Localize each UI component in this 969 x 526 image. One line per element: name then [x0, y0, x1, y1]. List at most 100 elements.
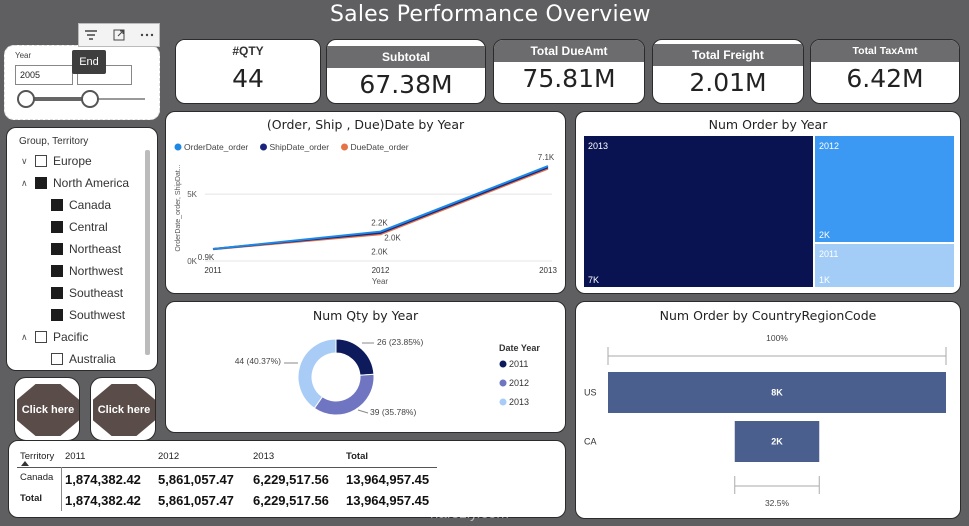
y-tick-label: 0K: [187, 257, 197, 266]
series-line: [212, 167, 549, 251]
column-header[interactable]: 2013: [253, 451, 275, 462]
chart-title: Num Qty by Year: [312, 308, 419, 323]
tree-item-label: Pacific: [53, 330, 89, 344]
checkbox[interactable]: [51, 287, 63, 299]
legend-label: DueDate_order: [351, 142, 409, 152]
column-header[interactable]: 2011: [65, 451, 86, 462]
tile-label: 2013: [588, 141, 609, 151]
kpi-value: 6.42M: [846, 64, 924, 93]
legend-title: Date Year: [499, 343, 540, 353]
data-label: 0.9K: [198, 253, 215, 262]
treemap-tile[interactable]: 2012 2K: [815, 136, 954, 242]
legend-label: 2013: [509, 397, 529, 407]
treemap-tile[interactable]: 2011 1K: [815, 244, 954, 287]
checkbox[interactable]: [51, 199, 63, 211]
donut-slice[interactable]: [297, 338, 337, 409]
chevron-up-icon[interactable]: ∧: [21, 177, 28, 188]
treemap: 2013 7K 2012 2K 2011 1K: [584, 136, 954, 287]
tile-value: 7K: [588, 275, 600, 285]
checkbox[interactable]: [51, 221, 63, 233]
checkbox[interactable]: [35, 177, 47, 189]
chevron-up-icon[interactable]: ∧: [21, 331, 28, 342]
kpi-label: #QTY: [176, 40, 320, 62]
sort-arrow-icon[interactable]: [21, 461, 29, 466]
tile-label: 2012: [819, 141, 840, 151]
category-label: US: [584, 388, 597, 398]
tree-item[interactable]: ∨ Europe: [21, 154, 92, 168]
legend-label: OrderDate_order: [184, 142, 248, 152]
bar[interactable]: [608, 372, 946, 413]
table-cell: 6,229,517.56: [253, 493, 329, 508]
table-cell: 6,229,517.56: [253, 472, 329, 487]
legend-label: 2012: [509, 378, 529, 388]
percent-label: 100%: [766, 333, 788, 343]
click-here-button-left[interactable]: Click here: [17, 384, 79, 436]
tooltip: End: [72, 50, 106, 74]
line-chart-card: (Order, Ship , Due)Date by Year OrderDat…: [165, 111, 566, 294]
more-options-icon[interactable]: [139, 28, 155, 42]
legend-marker: [260, 143, 267, 151]
click-here-button-right[interactable]: Click here: [93, 384, 155, 436]
kpi-taxamt: Total TaxAmt 6.42M: [810, 39, 960, 104]
row-separator: [17, 467, 437, 468]
x-tick-label: 2013: [539, 266, 557, 275]
tree-item[interactable]: Canada: [51, 198, 111, 212]
kpi-label: Total TaxAmt: [811, 40, 959, 62]
year-start-input[interactable]: 2005: [15, 65, 73, 85]
column-header[interactable]: Territory: [20, 451, 55, 462]
bar[interactable]: [734, 421, 820, 462]
tree-item[interactable]: Northwest: [51, 264, 123, 278]
tree-item[interactable]: Australia: [51, 352, 116, 366]
data-label: 2.2K: [371, 219, 388, 228]
checkbox[interactable]: [35, 155, 47, 167]
kpi-qty: #QTY 44: [175, 39, 321, 104]
checkbox[interactable]: [35, 331, 47, 343]
chart-title: (Order, Ship , Due)Date by Year: [266, 117, 465, 132]
checkbox[interactable]: [51, 309, 63, 321]
tree-item-label: Central: [69, 220, 108, 234]
legend-label: ShipDate_order: [270, 142, 330, 152]
tree-item-label: Australia: [69, 352, 116, 366]
scrollbar[interactable]: [145, 150, 150, 355]
data-label: 7.1K: [538, 153, 555, 162]
slice-label: 44 (40.37%): [235, 356, 281, 366]
filter-icon[interactable]: [84, 28, 98, 42]
chevron-down-icon[interactable]: ∨: [21, 155, 28, 166]
visual-toolbar: [78, 23, 160, 47]
button-frame-right: Click here: [90, 377, 156, 441]
checkbox[interactable]: [51, 265, 63, 277]
tree-item[interactable]: Southeast: [51, 286, 123, 300]
tree-item[interactable]: Northeast: [51, 242, 121, 256]
legend-marker: [174, 143, 182, 151]
donut-slice[interactable]: [335, 338, 375, 376]
table-cell: 1,874,382.42: [65, 472, 141, 487]
slice-label: 26 (23.85%): [377, 337, 423, 347]
tree-item[interactable]: ∧ North America: [21, 176, 129, 190]
territory-slicer: Group, Territory ∨ Europe ∧ North America Ca…: [6, 127, 158, 371]
kpi-value: 67.38M: [359, 70, 453, 99]
slice-label: 39 (35.78%): [370, 407, 416, 417]
donut-slice[interactable]: [313, 373, 375, 416]
treemap-tile[interactable]: 2013 7K: [584, 136, 813, 287]
donut-chart: 26 (23.85%) 39 (35.78%) 44 (40.37%) Date Ye…: [235, 337, 541, 417]
column-header[interactable]: Total: [346, 451, 368, 462]
x-tick-label: 2012: [372, 266, 390, 275]
slider-handle-end[interactable]: [81, 90, 99, 108]
bar-chart: 100% 8K US 2K CA 32.5%: [584, 333, 947, 508]
slicer-header: Group, Territory: [19, 136, 89, 147]
tree-item[interactable]: ∧ Pacific: [21, 330, 88, 344]
chart-title: Num Order by Year: [708, 117, 828, 132]
row-header: Canada: [20, 472, 54, 483]
kpi-value: 44: [232, 64, 264, 93]
slider-handle-start[interactable]: [17, 90, 35, 108]
tree-item[interactable]: Southwest: [51, 308, 125, 322]
kpi-label: Subtotal: [327, 46, 485, 68]
donut-chart-card: Num Qty by Year 26 (23.85%) 39 (35.78%) 44…: [165, 301, 566, 433]
focus-mode-icon[interactable]: [112, 28, 126, 42]
kpi-freight: Total Freight 2.01M: [652, 39, 804, 104]
checkbox[interactable]: [51, 243, 63, 255]
column-header[interactable]: 2012: [158, 451, 180, 462]
tile-value: 2K: [819, 230, 831, 240]
checkbox[interactable]: [51, 353, 63, 365]
tree-item[interactable]: Central: [51, 220, 108, 234]
